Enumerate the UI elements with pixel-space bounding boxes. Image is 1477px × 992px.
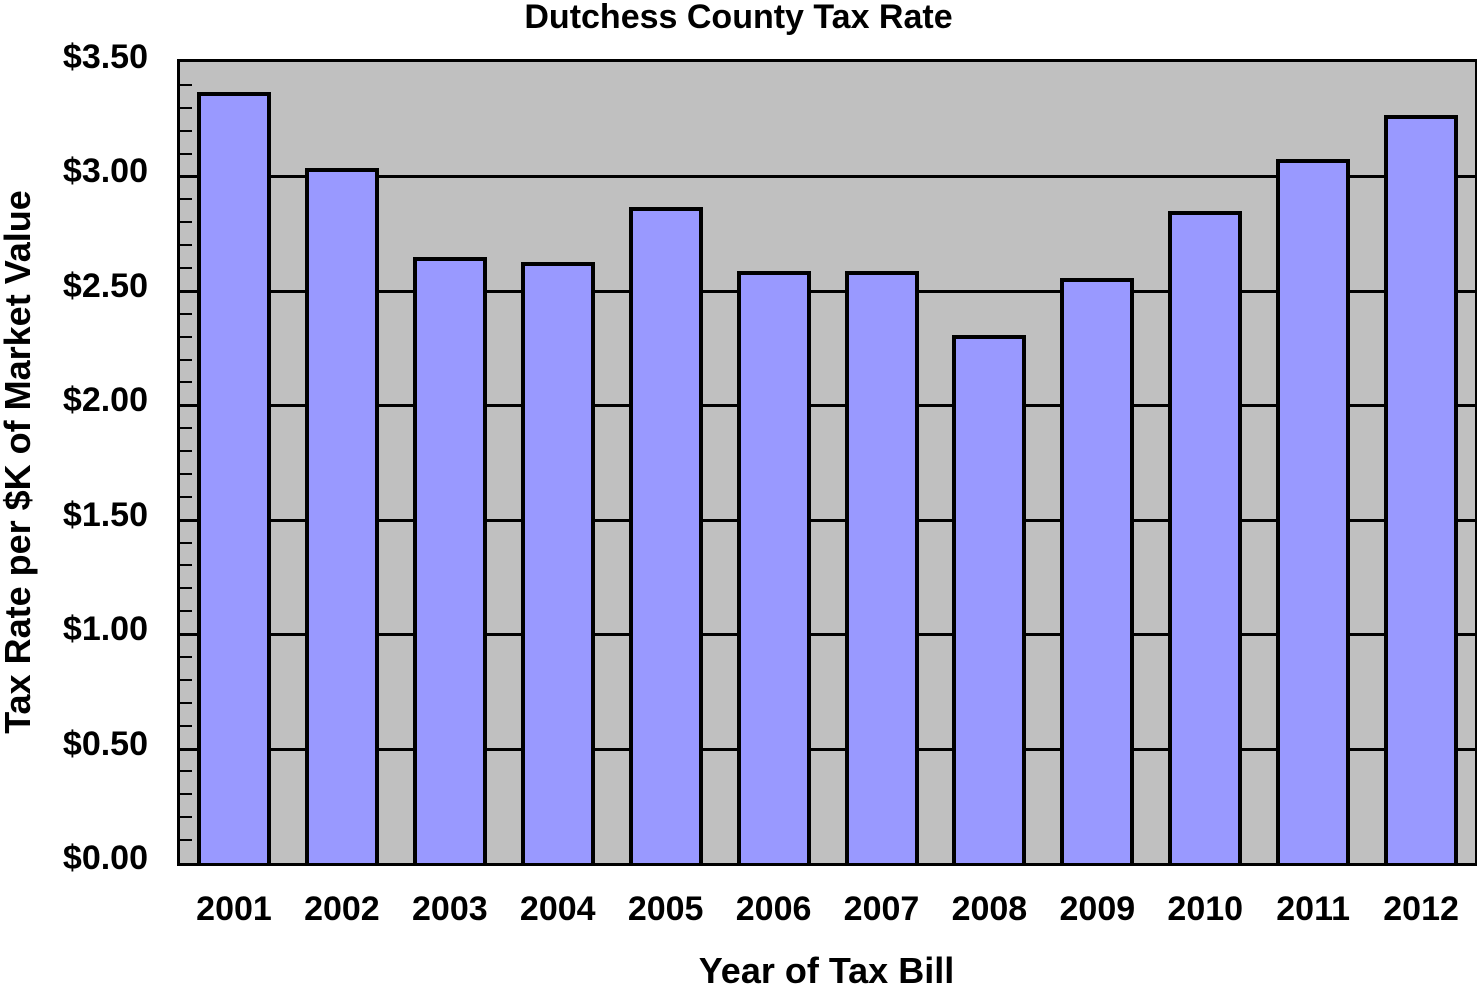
bar-2009 bbox=[1060, 277, 1135, 863]
minor-tick bbox=[180, 450, 192, 453]
x-tick-label: 2012 bbox=[1383, 890, 1459, 928]
minor-tick bbox=[180, 266, 192, 269]
bar-2010 bbox=[1168, 211, 1243, 863]
x-tick-label: 2007 bbox=[843, 890, 920, 928]
minor-tick bbox=[180, 198, 192, 201]
chart-title: Dutchess County Tax Rate bbox=[524, 0, 953, 36]
gridline bbox=[180, 747, 1475, 751]
minor-tick bbox=[180, 839, 192, 842]
minor-tick bbox=[180, 656, 192, 659]
bar-2012 bbox=[1384, 115, 1459, 863]
minor-tick bbox=[180, 106, 192, 109]
y-tick-label: $3.00 bbox=[62, 152, 148, 191]
minor-tick bbox=[180, 152, 192, 155]
minor-tick bbox=[180, 701, 192, 704]
x-tick-label: 2005 bbox=[627, 890, 704, 928]
x-tick-label: 2004 bbox=[519, 890, 596, 928]
y-tick-label: $3.50 bbox=[62, 38, 148, 76]
y-tick-label: $2.00 bbox=[62, 381, 148, 420]
x-tick-label: 2010 bbox=[1167, 890, 1244, 928]
gridline bbox=[180, 289, 1475, 293]
minor-tick bbox=[180, 83, 192, 86]
minor-tick bbox=[180, 312, 192, 315]
minor-tick bbox=[180, 221, 192, 224]
minor-tick bbox=[180, 335, 192, 338]
minor-tick bbox=[180, 381, 192, 384]
bar-2008 bbox=[952, 334, 1027, 863]
minor-tick bbox=[180, 541, 192, 544]
y-tick-label: $1.00 bbox=[62, 610, 148, 649]
gridline bbox=[180, 633, 1475, 637]
x-tick-label: 2001 bbox=[196, 890, 272, 928]
minor-tick bbox=[180, 404, 192, 407]
minor-tick bbox=[180, 564, 192, 567]
gridline bbox=[180, 518, 1475, 522]
x-tick-label: 2003 bbox=[412, 890, 488, 928]
y-tick-label: $1.50 bbox=[62, 495, 148, 534]
plot-area bbox=[177, 59, 1477, 866]
minor-tick bbox=[180, 495, 192, 498]
y-tick-label: $0.00 bbox=[62, 839, 148, 877]
minor-tick bbox=[180, 289, 192, 292]
minor-tick bbox=[180, 724, 192, 727]
minor-tick bbox=[180, 175, 192, 178]
x-axis-label: Year of Tax Bill bbox=[698, 950, 955, 991]
minor-tick bbox=[180, 633, 192, 636]
minor-tick bbox=[180, 587, 192, 590]
minor-tick bbox=[180, 770, 192, 773]
gridline bbox=[180, 175, 1475, 179]
minor-tick bbox=[180, 610, 192, 613]
y-tick-label: $0.50 bbox=[62, 724, 148, 763]
minor-tick bbox=[180, 678, 192, 681]
minor-tick bbox=[180, 358, 192, 361]
minor-tick bbox=[180, 793, 192, 796]
bar-2005 bbox=[628, 206, 703, 863]
x-tick-label: 2002 bbox=[304, 890, 380, 928]
bar-2007 bbox=[844, 270, 919, 863]
bar-2006 bbox=[736, 270, 811, 863]
minor-tick bbox=[180, 472, 192, 475]
bar-2004 bbox=[520, 261, 595, 863]
minor-tick bbox=[180, 747, 192, 750]
minor-tick bbox=[180, 244, 192, 247]
bar-2011 bbox=[1276, 158, 1351, 863]
minor-tick bbox=[180, 518, 192, 521]
bar-2003 bbox=[412, 257, 487, 863]
x-tick-label: 2008 bbox=[951, 890, 1028, 928]
x-tick-label: 2009 bbox=[1059, 890, 1136, 928]
minor-tick bbox=[180, 427, 192, 430]
y-tick-label: $2.50 bbox=[62, 266, 148, 305]
minor-tick bbox=[180, 129, 192, 132]
bar-2002 bbox=[304, 167, 379, 863]
x-tick-label: 2006 bbox=[735, 890, 812, 928]
bar-2001 bbox=[197, 92, 271, 863]
gridline bbox=[180, 404, 1475, 408]
minor-tick bbox=[180, 816, 192, 819]
x-tick-label: 2011 bbox=[1276, 890, 1351, 928]
